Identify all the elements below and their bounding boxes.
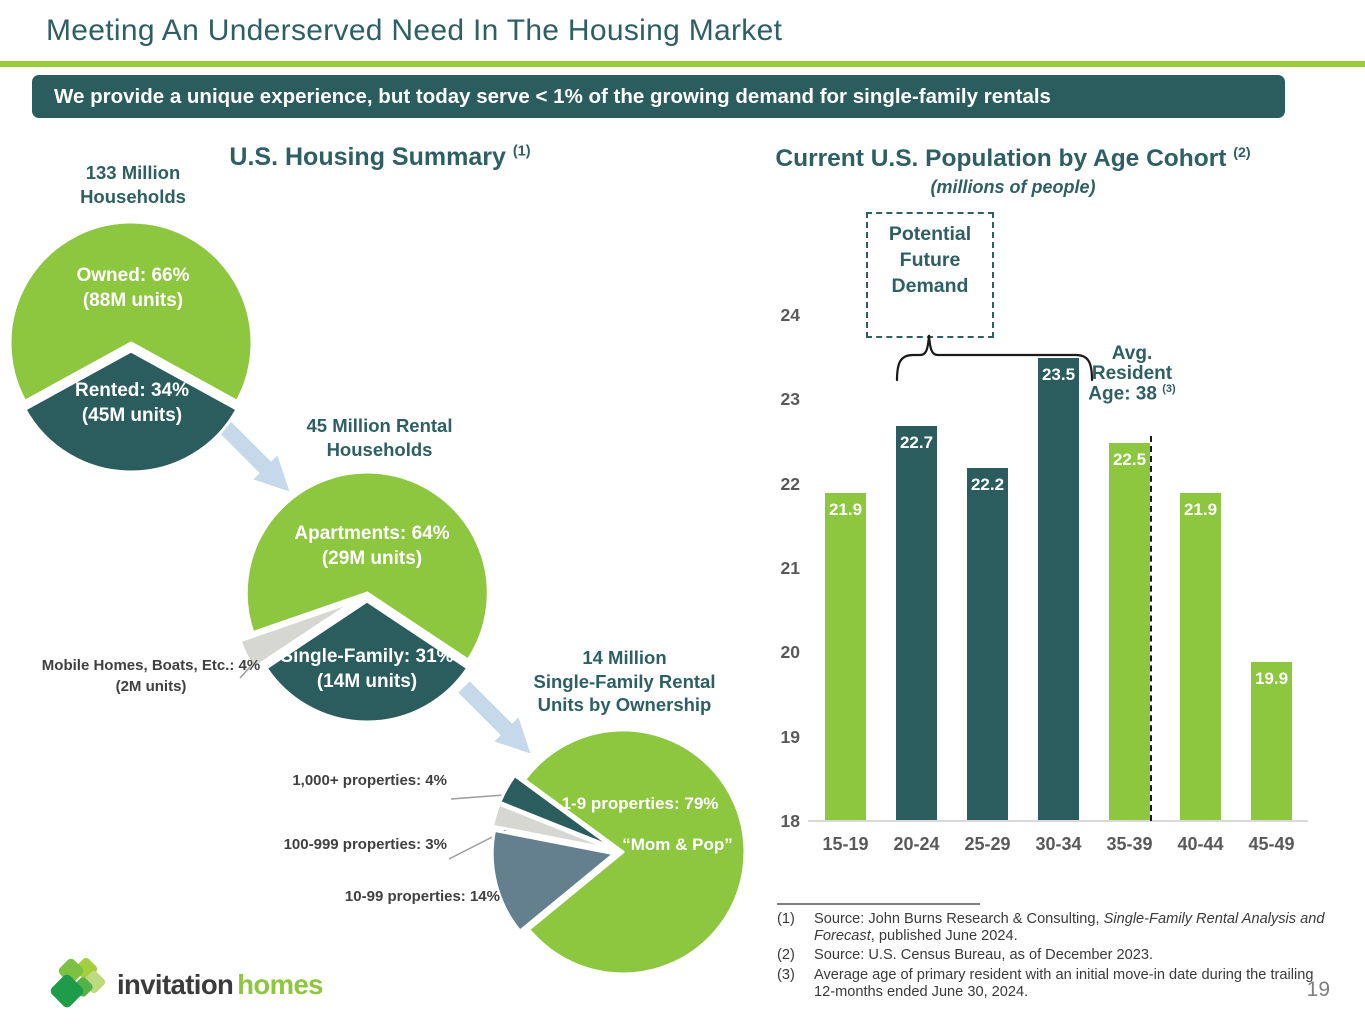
bar-25-29: 22.2 [967,467,1008,822]
pie-label-ownership_pie-1: 10-99 properties: 14% [344,888,500,905]
x-label-45-49: 45-49 [1248,834,1295,854]
footnote-1: (1) Source: John Burns Research & Consult… [777,911,1337,945]
flow-arrow-icon [217,419,290,492]
footnote-text: Source: John Burns Research & Consulting… [814,911,1325,945]
pie-label-rental_pie-2: Mobile Homes, Boats, Etc.: 4% (2M units) [41,657,261,696]
pie-label-ownership_pie-3: 1,000+ properties: 4% [292,772,447,789]
footnotes: (1) Source: John Burns Research & Consult… [777,911,1337,1003]
x-label-35-39: 35-39 [1106,834,1153,854]
pie1-title: 133 Million Households [80,162,186,207]
footnote-number: (1) [777,911,795,927]
pie-label-rental_pie-0: Apartments: 64% (29M units) [294,523,450,570]
bar-value-label: 21.9 [828,500,863,520]
y-tick-18: 18 [780,811,800,831]
leader-line [239,645,270,679]
bar-35-39: 22.5 [1109,442,1150,822]
flow-arrow-icon [458,681,531,754]
y-tick-23: 23 [780,389,800,410]
key-message-banner: We provide a unique experience, but toda… [32,75,1285,118]
y-tick-24: 24 [780,305,800,325]
x-label-20-24: 20-24 [893,834,940,854]
bar-chart-y-axis: 18 19 20 21 22 23 24 [752,305,800,831]
bar-30-34: 23.5 [1038,358,1079,822]
avg-resident-age-note: Avg. Resident Age: 38 (3) [1088,343,1176,405]
title-divider-rule [0,61,1365,67]
bar-40-44: 21.9 [1180,493,1221,822]
pie-label-ownership_pie-0: “Mom & Pop” [622,835,733,854]
bar-20-24: 22.7 [896,425,937,822]
y-tick-20: 20 [780,642,800,663]
population-chart-heading: Current U.S. Population by Age Cohort (2… [775,145,1251,173]
pie3-title: 14 Million Single-Family Rental Units by… [533,647,716,716]
invitation-homes-logo: invitation homes [46,956,323,1014]
footnote-number: (3) [777,966,795,983]
pie-label-ownership_pie-2: 100-999 properties: 3% [283,836,447,853]
footnote-marker-2: (2) [1233,145,1251,161]
page-number: 19 [1306,978,1330,1001]
page-title: Meeting An Underserved Need In The Housi… [46,14,783,47]
pie2-title: 45 Million Rental Households [306,415,453,460]
x-label-40-44: 40-44 [1177,834,1224,854]
bar-value-label: 23.5 [1041,365,1076,385]
footnote-text: Source: U.S. Census Bureau, as of Decemb… [814,947,1154,964]
x-label-30-34: 30-34 [1035,834,1082,854]
bar-15-19: 21.9 [825,493,866,822]
x-label-15-19: 15-19 [822,834,869,854]
pie-slice-households_pie-1 [23,349,239,474]
avg-age-dashed-line [1150,436,1152,821]
pie-slice-ownership_pie-0 [523,728,747,976]
bar-value-label: 19.9 [1254,668,1289,688]
footnote-marker-1: (1) [512,143,531,160]
bar-value-label: 22.5 [1112,449,1147,469]
pie-label-households_pie-0: Owned: 66% (88M units) [76,265,190,312]
brace-icon [895,334,1094,382]
pie-label-households_pie-1: Rented: 34% (45M units) [74,380,190,427]
pie-label-rental_pie-1: Single-Family: 31% (14M units) [280,646,454,693]
pie-slice-rental_pie-1 [264,599,470,724]
leader-line [448,828,509,860]
age-cohort-bar-chart: 21.9 15-19 22.7 20-24 22.2 25-29 23.5 30-34 22.5… [810,316,1305,854]
logo-wordmark: invitation homes [117,969,323,1000]
bar-45-49: 19.9 [1251,661,1292,822]
y-tick-21: 21 [780,558,800,578]
population-chart-subtitle: (millions of people) [930,177,1096,197]
footnote-text: Average age of primary resident with an … [814,966,1314,1000]
housing-summary-heading: U.S. Housing Summary (1) [229,143,531,171]
leader-line [450,793,519,800]
logo-diamonds-icon [50,957,106,1008]
footnote-divider [777,903,980,905]
footnote-number: (2) [777,947,795,964]
x-axis-line [808,820,1308,822]
pie-slice-households_pie-0 [8,220,254,403]
x-label-25-29: 25-29 [964,834,1011,854]
bar-value-label: 21.9 [1183,500,1218,520]
footnote-2: (2) Source: U.S. Census Bureau, as of Dec… [777,947,1337,964]
pie-label-ownership_pie-0: 1-9 properties: 79% [561,794,719,813]
footnote-3: (3) Average age of primary resident with … [777,967,1337,1001]
y-tick-19: 19 [780,726,800,747]
bar-value-label: 22.2 [970,474,1005,494]
footnote-marker-3: (3) [1162,382,1176,395]
y-tick-22: 22 [780,473,800,494]
bar-value-label: 22.7 [899,432,934,452]
